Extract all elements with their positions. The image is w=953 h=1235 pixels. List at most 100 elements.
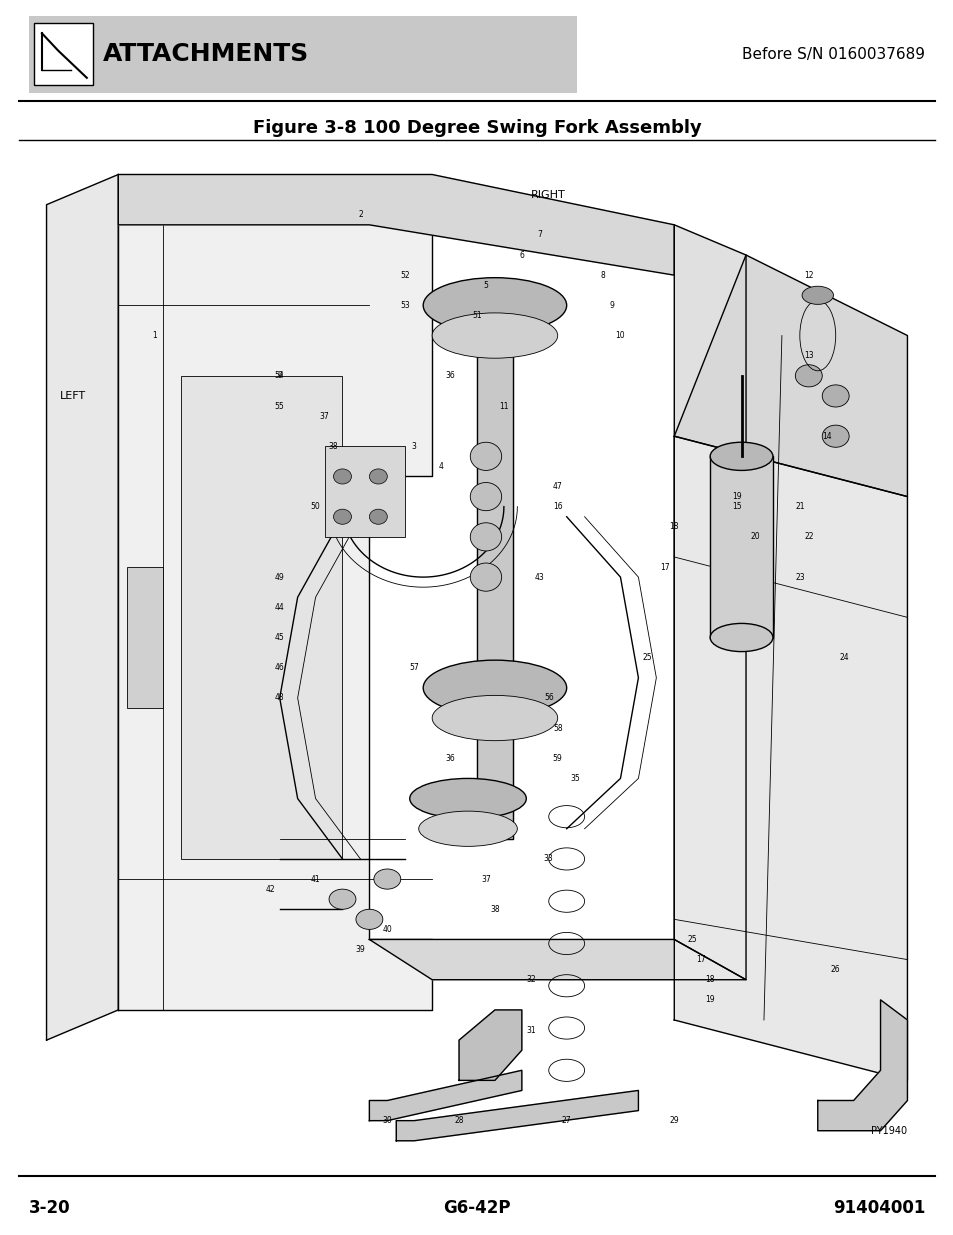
Ellipse shape: [329, 889, 355, 909]
Text: 37: 37: [480, 874, 491, 883]
Text: 12: 12: [803, 270, 813, 279]
Bar: [324, 446, 405, 537]
Text: 33: 33: [543, 855, 553, 863]
Text: Before S/N 0160037689: Before S/N 0160037689: [741, 47, 924, 62]
Text: 51: 51: [472, 311, 481, 320]
Text: 7: 7: [537, 231, 541, 240]
Ellipse shape: [709, 624, 772, 652]
Polygon shape: [118, 174, 674, 275]
Ellipse shape: [423, 661, 566, 715]
Text: 37: 37: [319, 411, 329, 421]
Text: 45: 45: [274, 634, 284, 642]
Text: ATTACHMENTS: ATTACHMENTS: [103, 42, 309, 67]
Text: 53: 53: [400, 301, 410, 310]
Polygon shape: [674, 256, 906, 496]
Ellipse shape: [334, 469, 351, 484]
Polygon shape: [369, 940, 745, 979]
Text: 17: 17: [696, 955, 705, 965]
Text: 9: 9: [608, 301, 614, 310]
Text: 50: 50: [311, 503, 320, 511]
FancyBboxPatch shape: [29, 16, 577, 93]
Text: 57: 57: [409, 663, 418, 672]
Polygon shape: [817, 1000, 906, 1131]
Text: 25: 25: [642, 653, 652, 662]
Text: 17: 17: [659, 563, 669, 572]
Ellipse shape: [355, 909, 382, 930]
Text: 1: 1: [152, 331, 156, 340]
Ellipse shape: [369, 509, 387, 525]
Text: 42: 42: [266, 884, 275, 894]
Text: RIGHT: RIGHT: [531, 190, 565, 200]
Ellipse shape: [801, 287, 833, 304]
Text: 44: 44: [274, 603, 284, 611]
Text: G6-42P: G6-42P: [443, 1199, 510, 1216]
Text: 55: 55: [274, 401, 284, 410]
Ellipse shape: [334, 509, 351, 525]
Text: Figure 3-8 100 Degree Swing Fork Assembly: Figure 3-8 100 Degree Swing Fork Assembl…: [253, 120, 700, 137]
Text: 56: 56: [543, 693, 553, 703]
Text: 4: 4: [438, 462, 443, 471]
Text: 15: 15: [732, 503, 741, 511]
Text: 18: 18: [669, 522, 679, 531]
Text: 3-20: 3-20: [29, 1199, 71, 1216]
Text: 54: 54: [274, 372, 284, 380]
Text: 9: 9: [277, 372, 282, 380]
Text: 19: 19: [732, 492, 741, 501]
Text: 39: 39: [355, 945, 365, 953]
Ellipse shape: [470, 442, 501, 471]
Text: 3: 3: [412, 442, 416, 451]
Polygon shape: [476, 305, 513, 839]
Ellipse shape: [821, 425, 848, 447]
Ellipse shape: [423, 278, 566, 333]
Text: 38: 38: [329, 442, 338, 451]
Text: 36: 36: [445, 372, 455, 380]
Ellipse shape: [795, 364, 821, 387]
Ellipse shape: [374, 869, 400, 889]
Text: 28: 28: [454, 1116, 463, 1125]
Text: 47: 47: [552, 482, 562, 492]
Text: 21: 21: [794, 503, 803, 511]
Text: 16: 16: [553, 503, 562, 511]
Text: 14: 14: [821, 432, 831, 441]
Text: 36: 36: [445, 753, 455, 763]
Text: LEFT: LEFT: [60, 391, 86, 401]
Ellipse shape: [418, 811, 517, 846]
Text: 2: 2: [357, 210, 362, 220]
Text: 10: 10: [615, 331, 624, 340]
Text: 35: 35: [570, 774, 580, 783]
Bar: [127, 567, 163, 708]
Ellipse shape: [821, 385, 848, 408]
Text: 41: 41: [311, 874, 320, 883]
Text: 29: 29: [669, 1116, 679, 1125]
Text: 23: 23: [794, 573, 803, 582]
Text: 24: 24: [839, 653, 848, 662]
Bar: [709, 457, 772, 637]
Text: 11: 11: [498, 401, 508, 410]
Polygon shape: [395, 1091, 638, 1141]
Ellipse shape: [470, 563, 501, 592]
Text: 38: 38: [490, 905, 499, 914]
Text: 32: 32: [525, 976, 535, 984]
Text: 40: 40: [382, 925, 392, 934]
Text: PY1940: PY1940: [870, 1126, 906, 1136]
Text: 18: 18: [704, 976, 714, 984]
Text: 26: 26: [830, 966, 840, 974]
Text: 13: 13: [803, 351, 813, 361]
Text: 52: 52: [400, 270, 410, 279]
Polygon shape: [458, 1010, 521, 1081]
Ellipse shape: [470, 483, 501, 511]
Polygon shape: [47, 174, 118, 1040]
Text: 30: 30: [382, 1116, 392, 1125]
Text: 91404001: 91404001: [832, 1199, 924, 1216]
Ellipse shape: [409, 778, 526, 819]
Text: 27: 27: [561, 1116, 571, 1125]
Text: 48: 48: [274, 693, 284, 703]
Text: 43: 43: [535, 573, 544, 582]
Ellipse shape: [432, 312, 558, 358]
Polygon shape: [674, 225, 745, 979]
Text: 31: 31: [525, 1025, 535, 1035]
Text: 58: 58: [553, 724, 562, 732]
Polygon shape: [118, 174, 432, 1010]
Text: 5: 5: [483, 280, 488, 290]
Text: 59: 59: [552, 753, 562, 763]
